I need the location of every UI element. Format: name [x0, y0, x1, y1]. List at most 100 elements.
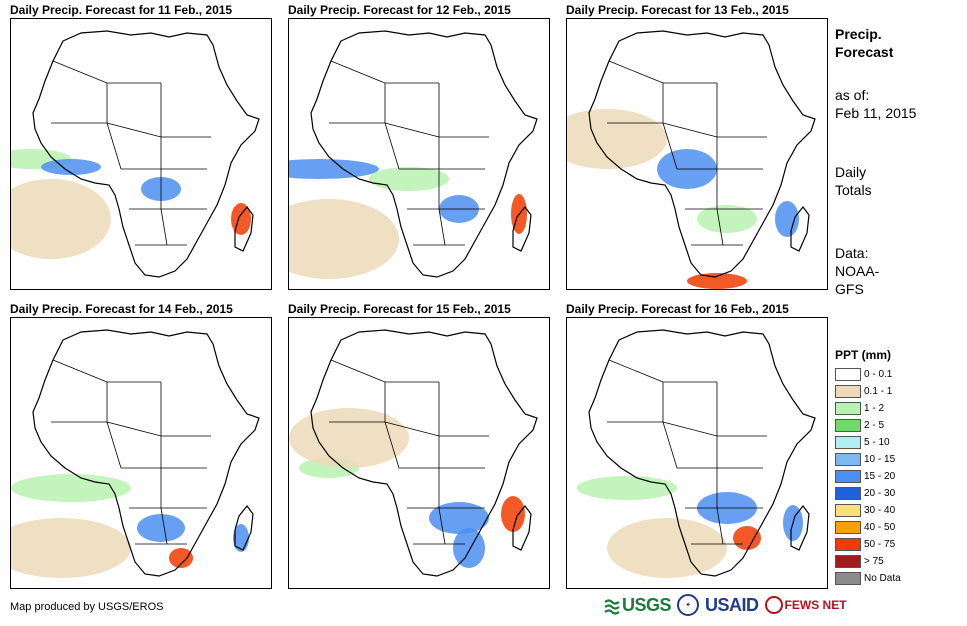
map-canvas: [11, 30, 260, 278]
side-title-line1: Precip.: [835, 26, 882, 42]
precip-area: [733, 526, 761, 550]
panel-title: Daily Precip. Forecast for 15 Feb., 2015: [288, 302, 511, 316]
africa-precip-map: [288, 317, 550, 589]
country-border: [662, 421, 678, 469]
legend-swatch: [835, 453, 861, 466]
legend-item: 50 - 75: [835, 536, 901, 553]
africa-outline: [588, 329, 816, 577]
legend-item: 15 - 20: [835, 468, 901, 485]
legend-title: PPT (mm): [835, 348, 892, 362]
fews-logo-text: FEWS NET: [784, 598, 847, 612]
legend-label: 50 - 75: [864, 539, 896, 550]
country-border: [330, 359, 439, 383]
data-line1: Data:: [835, 245, 869, 261]
country-border: [608, 60, 717, 84]
panel-title: Daily Precip. Forecast for 16 Feb., 2015: [566, 302, 789, 316]
side-asof: as of: Feb 11, 2015: [835, 86, 916, 122]
africa-outline: [32, 329, 260, 577]
legend-item: > 75: [835, 553, 901, 570]
precip-area: [11, 518, 131, 578]
precip-area: [137, 514, 185, 542]
legend-item: 10 - 15: [835, 451, 901, 468]
legend-item: 30 - 40: [835, 502, 901, 519]
legend-swatch: [835, 572, 861, 585]
forecast-panel-2: Daily Precip. Forecast for 12 Feb., 2015: [288, 3, 550, 290]
country-border: [608, 359, 717, 383]
precip-area: [429, 502, 489, 534]
forecast-panel-3: Daily Precip. Forecast for 13 Feb., 2015: [566, 3, 828, 290]
legend-rows: 0 - 0.1 0.1 - 1 1 - 2 2 - 5 5 - 10 10 - 15 15 …: [835, 366, 901, 587]
precip-area: [289, 408, 409, 468]
country-border: [438, 208, 446, 246]
panel-title: Daily Precip. Forecast for 12 Feb., 2015: [288, 3, 511, 17]
legend-label: 20 - 30: [864, 488, 896, 499]
legend-label: 0 - 0.1: [864, 369, 893, 380]
precip-area: [501, 496, 525, 532]
side-title: Precip. Forecast: [835, 25, 893, 61]
country-border: [160, 507, 168, 545]
data-line2: NOAA-: [835, 263, 880, 279]
usgs-logo-text: USGS: [622, 594, 672, 615]
africa-outline: [310, 329, 538, 577]
africa-precip-map: [288, 18, 550, 290]
side-data-source: Data: NOAA- GFS: [835, 244, 879, 298]
precip-area: [169, 548, 193, 568]
country-border: [384, 421, 400, 469]
africa-outline: [310, 30, 538, 278]
totals-line1: Daily: [835, 164, 867, 180]
madagascar-outline: [234, 206, 254, 252]
country-border: [438, 507, 446, 545]
legend-label: 15 - 20: [864, 471, 896, 482]
africa-outline: [588, 30, 816, 278]
country-border: [607, 122, 767, 138]
madagascar-outline: [790, 206, 810, 252]
legend-item: 2 - 5: [835, 417, 901, 434]
map-canvas: [567, 30, 816, 289]
legend-swatch: [835, 385, 861, 398]
precip-area: [607, 518, 727, 578]
forecast-panel-1: Daily Precip. Forecast for 11 Feb., 2015: [10, 3, 272, 290]
legend-item: No Data: [835, 570, 901, 587]
country-border: [716, 208, 724, 246]
madagascar-outline: [512, 505, 532, 551]
legend-swatch: [835, 368, 861, 381]
legend-item: 5 - 10: [835, 434, 901, 451]
country-border: [329, 122, 489, 138]
usgs-wave-icon: [604, 598, 620, 615]
side-title-line2: Forecast: [835, 44, 894, 60]
legend-label: 40 - 50: [864, 522, 896, 533]
map-canvas: [11, 329, 260, 578]
country-border: [160, 208, 168, 246]
country-border: [330, 60, 439, 84]
totals-line2: Totals: [835, 182, 872, 198]
country-border: [607, 421, 767, 437]
legend-label: 5 - 10: [864, 437, 890, 448]
usaid-logo: USAID: [705, 594, 759, 615]
precip-area: [775, 201, 799, 237]
precip-area: [453, 528, 485, 568]
legend-swatch: [835, 487, 861, 500]
legend-label: 1 - 2: [864, 403, 885, 414]
country-border: [51, 122, 211, 138]
africa-precip-map: [10, 18, 272, 290]
map-credit: Map produced by USGS/EROS: [10, 601, 164, 613]
country-border: [52, 60, 161, 84]
legend-item: 40 - 50: [835, 519, 901, 536]
legend-swatch: [835, 436, 861, 449]
precip-area: [289, 159, 379, 179]
africa-precip-map: [10, 317, 272, 589]
country-border: [106, 122, 122, 170]
map-canvas: [289, 329, 538, 577]
legend-swatch: [835, 521, 861, 534]
madagascar-outline: [512, 206, 532, 252]
side-totals: Daily Totals: [835, 163, 872, 199]
panel-title: Daily Precip. Forecast for 11 Feb., 2015: [10, 3, 233, 17]
country-border: [329, 421, 489, 437]
legend-label: No Data: [864, 573, 901, 584]
legend-swatch: [835, 555, 861, 568]
legend-swatch: [835, 470, 861, 483]
africa-outline: [32, 30, 260, 278]
legend: PPT (mm) 0 - 0.1 0.1 - 1 1 - 2 2 - 5 5 - 10 1…: [835, 348, 901, 587]
precip-area: [567, 109, 667, 169]
precip-area: [289, 199, 399, 279]
